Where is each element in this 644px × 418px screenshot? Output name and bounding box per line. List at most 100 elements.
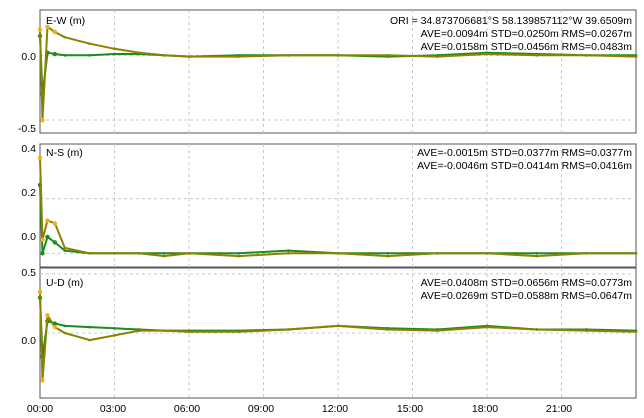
panel-ew-ytick-1: -0.5 <box>18 123 36 135</box>
panel-ns-series-2-point-4 <box>63 246 67 250</box>
panel-ns-stats-1: AVE=-0.0015m STD=0.0377m RMS=0.0377m <box>417 147 632 159</box>
panel-ns-series-1-point-4 <box>63 249 67 252</box>
panel-ud-series-2-point-16 <box>535 328 538 331</box>
panel-ew-series-2-point-11 <box>287 54 290 57</box>
xtick-3: 09:00 <box>248 403 274 415</box>
panel-ud-series-2-point-12 <box>336 324 340 328</box>
xtick-6: 18:00 <box>472 403 498 415</box>
panel-ew-series-2-point-14 <box>436 55 439 58</box>
panel-ud-series-2-point-13 <box>386 328 389 331</box>
panel-ew-series-2-point-16 <box>535 54 538 57</box>
panel-ew-stats-2: AVE=0.0158m STD=0.0456m RMS=0.0483m <box>421 41 633 53</box>
panel-ew-series-1-point-5 <box>88 54 91 57</box>
panel-ns-series-2-point-2 <box>45 218 50 223</box>
panel-ud-series-2-point-6 <box>113 334 116 337</box>
panel-ud-series-1-point-6 <box>113 326 116 330</box>
panel-ew-series-2-point-17 <box>585 54 588 57</box>
panel-ns-ytick-0: 0.4 <box>21 143 36 155</box>
panel-ud-series-2-point-9 <box>187 330 191 334</box>
panel-ew-ori: ORI = 34.873706681°S 58.139857112°W 39.6… <box>390 15 632 27</box>
xtick-2: 06:00 <box>174 403 200 415</box>
panel-ud-series-2-point-2 <box>45 313 50 318</box>
panel-ns-title: N-S (m) <box>46 147 83 159</box>
panel-ew-series-2-point-10 <box>237 55 240 58</box>
panel-ew-series-2-point-3 <box>52 29 58 35</box>
panel-ew-series-2-point-6 <box>113 47 116 51</box>
panel-ud-series-2-point-8 <box>162 329 166 332</box>
panel-ns-series-1-point-11 <box>287 249 290 252</box>
panel-ud-series-2-point-17 <box>585 329 588 332</box>
xtick-1: 03:00 <box>100 403 126 415</box>
panel-ew-series-2-point-0 <box>37 27 43 32</box>
panel-ns-series-1-point-1 <box>40 251 45 256</box>
panel-ns-series-1-point-16 <box>535 252 538 255</box>
panel-ns-series-1-point-13 <box>386 252 389 255</box>
panel-ud-series-2-point-5 <box>88 338 91 342</box>
panel-ns-series-2-point-15 <box>485 252 489 255</box>
panel-ud-series-2-point-1 <box>40 378 45 383</box>
panel-ud-series-1-point-4 <box>63 324 67 328</box>
panel-ns-series-1-point-2 <box>45 234 50 240</box>
panel-ns: N-S (m) AVE=-0.0015m STD=0.0377m RMS=0.0… <box>21 143 638 268</box>
xtick-7: 21:00 <box>546 403 572 415</box>
panel-ew-title: E-W (m) <box>46 15 85 27</box>
panel-ns-series-2-point-5 <box>88 252 91 255</box>
panel-ew-series-2-point-18 <box>634 55 638 58</box>
panel-ud-stats-2: AVE=0.0269m STD=0.0588m RMS=0.0647m <box>421 290 633 302</box>
panel-ns-series-2-point-7 <box>138 252 141 255</box>
panel-ew-series <box>37 24 638 123</box>
panel-ud-series-2-point-4 <box>63 331 67 335</box>
panel-ew-series-2-point-5 <box>88 42 91 45</box>
panel-ew-series-1-point-4 <box>63 54 67 57</box>
panel-ns-series-2-point-14 <box>436 252 439 255</box>
xtick-4: 12:00 <box>322 403 348 415</box>
panel-ns-series-1-line <box>39 184 636 255</box>
panel-ns-series-2-point-13 <box>386 254 389 258</box>
panel-ud-series-2-point-15 <box>485 325 489 329</box>
panel-ns-series-2-point-17 <box>585 252 588 255</box>
panel-ew-series-2-point-8 <box>162 54 166 57</box>
panel-ud-series-2-point-10 <box>237 330 240 334</box>
panel-ns-series-2-point-9 <box>187 252 191 255</box>
panel-ew-series-2-point-13 <box>386 54 389 57</box>
panel-ud-series-2-point-7 <box>138 329 141 332</box>
panel-ud-ytick-1: 0.0 <box>21 335 36 347</box>
panel-ew-ytick-0: 0.0 <box>21 51 36 63</box>
panel-ew-grid <box>40 10 636 133</box>
panel-ns-series-1-point-10 <box>237 252 240 255</box>
panel-ew-series-1-point-3 <box>52 51 58 57</box>
panel-ud-grid <box>40 268 636 398</box>
panel-ew: E-W (m) ORI = 34.873706681°S 58.13985711… <box>18 9 638 135</box>
panel-ud-series-2-point-0 <box>37 289 43 294</box>
panel-ns-stats-2: AVE=-0.0046m STD=0.0414m RMS=0.0416m <box>417 160 632 172</box>
panel-ns-series-2-point-8 <box>162 254 166 258</box>
panel-ns-series <box>37 155 638 258</box>
panel-ns-series-2-point-16 <box>535 254 538 258</box>
panel-ud-series-2-point-14 <box>436 329 439 332</box>
panel-ns-series-2-point-6 <box>113 252 116 255</box>
panel-ns-series-2-point-0 <box>37 155 43 160</box>
panel-ns-series-2-point-3 <box>52 221 58 226</box>
panel-ud: U-D (m) AVE=0.0408m STD=0.0656m RMS=0.07… <box>21 267 638 399</box>
panel-ns-series-2-point-10 <box>237 254 240 258</box>
panel-ns-series-2-point-1 <box>40 237 45 242</box>
panel-ud-series-2-point-3 <box>52 324 58 330</box>
panel-ns-series-2-point-11 <box>287 252 290 255</box>
panel-ns-ytick-2: 0.0 <box>21 231 36 243</box>
panel-ew-series-2-point-2 <box>45 24 50 30</box>
x-axis: 00:00 03:00 06:00 09:00 12:00 15:00 18:0… <box>27 403 572 415</box>
panel-ns-grid <box>40 144 636 267</box>
panel-ns-series-2-point-12 <box>336 252 340 255</box>
panel-ew-series-2-point-12 <box>336 54 340 57</box>
xtick-5: 15:00 <box>397 403 423 415</box>
panel-ew-stats-1: AVE=0.0094m STD=0.0250m RMS=0.0267m <box>421 28 633 40</box>
panel-ew-series-2-point-15 <box>485 52 489 56</box>
panel-ew-series-2-point-1 <box>40 117 45 123</box>
panel-ns-series-1-point-8 <box>162 252 166 255</box>
panel-ud-series-1-point-5 <box>88 325 91 329</box>
panel-ud-ytick-0: 0.5 <box>21 267 36 279</box>
panel-ns-series-1-point-3 <box>52 240 58 245</box>
xtick-0: 00:00 <box>27 403 53 415</box>
panel-ud-stats-1: AVE=0.0408m STD=0.0656m RMS=0.0773m <box>421 277 633 289</box>
